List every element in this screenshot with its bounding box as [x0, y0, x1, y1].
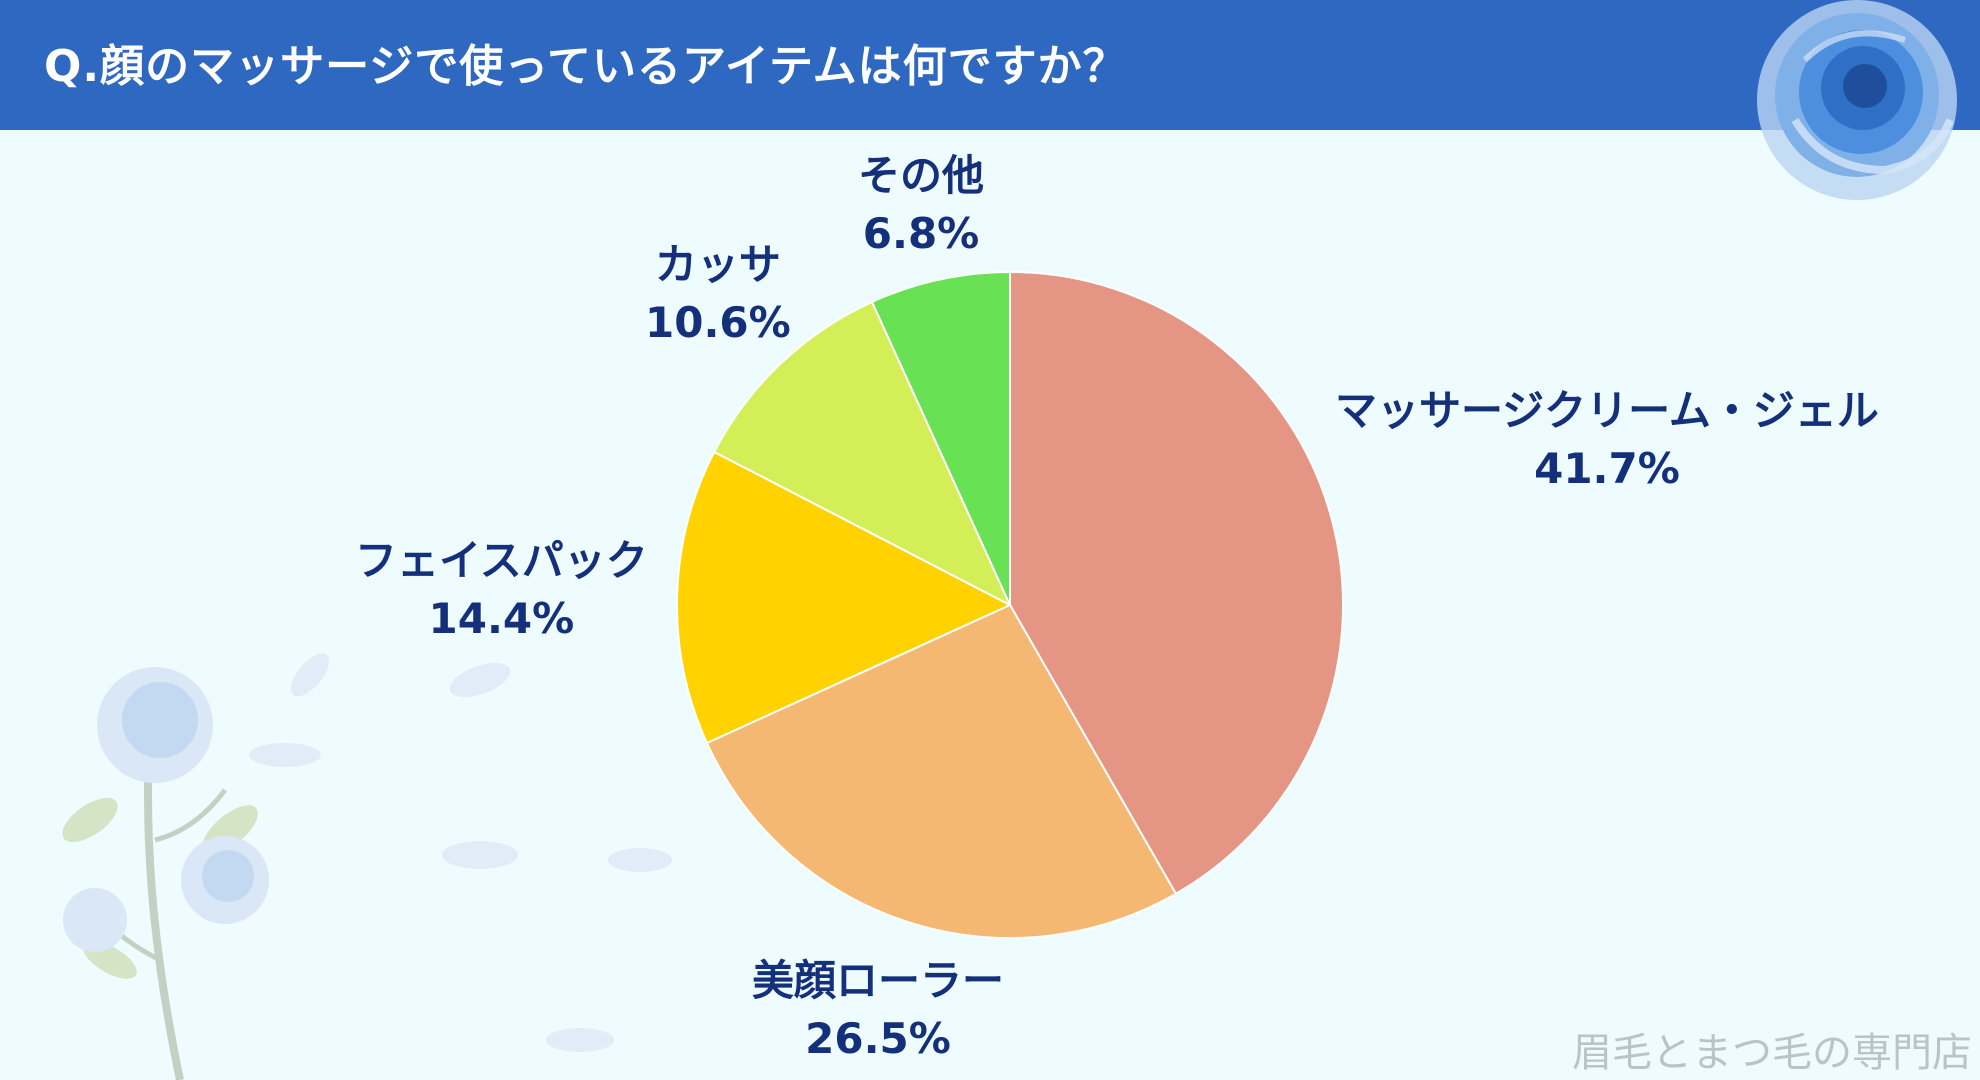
blue-rose-illustration [1757, 0, 1957, 200]
chart-title: Q.顔のマッサージで使っているアイテムは何ですか？ [44, 41, 1128, 92]
pie-slice-2 [676, 450, 1013, 745]
slice-label-value: 10.6% [645, 298, 791, 347]
label-kassa: カッサ 10.6% [645, 236, 791, 352]
slice-label-name: フェイスパック [355, 536, 648, 585]
pie-chart [676, 270, 1344, 939]
slice-label-value: 26.5% [805, 1014, 951, 1063]
pie-slice-3 [712, 300, 1013, 608]
pie-slice-4 [870, 270, 1011, 606]
label-other: その他 6.8% [858, 147, 984, 263]
label-massage-cream-gel: マッサージクリーム・ジェル 41.7% [1335, 382, 1879, 498]
slice-label-value: 14.4% [428, 594, 575, 643]
slice-label-name: 美顔ローラー [752, 956, 1005, 1005]
label-face-pack: フェイスパック 14.4% [355, 532, 648, 648]
pie-slice-1 [705, 603, 1178, 939]
slice-label-name: カッサ [654, 240, 781, 289]
slice-label-name: マッサージクリーム・ジェル [1335, 386, 1879, 435]
pie-slice-0 [1009, 270, 1344, 896]
watermark-text: 眉毛とまつ毛の専門店 [1572, 1030, 1972, 1076]
label-face-roller: 美顔ローラー 26.5% [752, 952, 1004, 1068]
slice-label-name: その他 [858, 151, 985, 200]
title-banner: Q.顔のマッサージで使っているアイテムは何ですか？ [0, 0, 1980, 130]
slice-label-value: 41.7% [1534, 444, 1680, 493]
flower-stem-illustration [62, 653, 672, 1080]
slice-label-value: 6.8% [862, 209, 980, 258]
